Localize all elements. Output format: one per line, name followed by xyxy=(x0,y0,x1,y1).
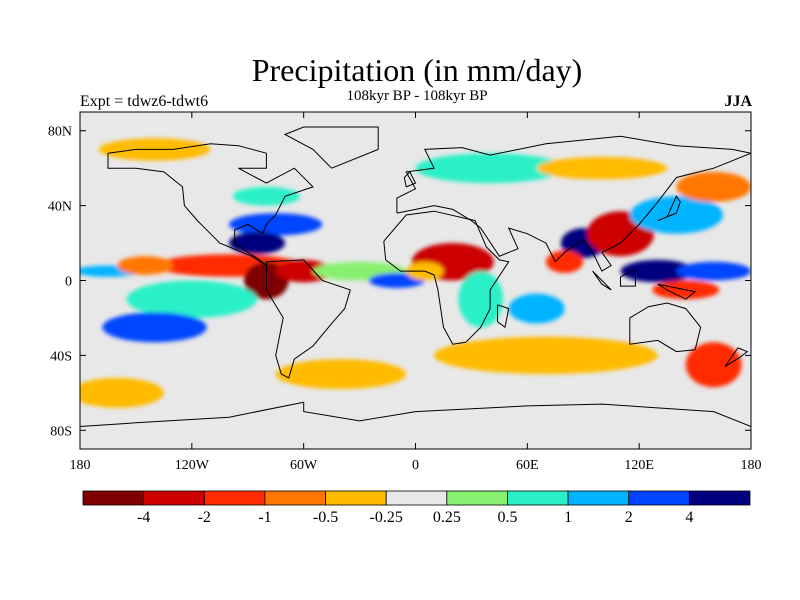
coastline xyxy=(592,270,612,291)
colorbar-swatch xyxy=(385,490,448,506)
y-tick-label: 80S xyxy=(50,424,72,439)
coastline xyxy=(265,259,351,379)
coastline xyxy=(396,135,751,272)
anomaly-region xyxy=(676,171,751,202)
colorbar-swatch xyxy=(203,490,266,506)
anomaly-region xyxy=(275,259,332,283)
coastline xyxy=(657,195,681,222)
coastline xyxy=(403,171,417,188)
colorbar-label: -1 xyxy=(258,509,271,526)
anomaly-region xyxy=(676,261,751,281)
x-tick-label: 0 xyxy=(412,458,419,473)
colorbar-label: -0.25 xyxy=(370,509,403,526)
colorbar-swatch xyxy=(507,490,569,506)
anomaly-region xyxy=(415,153,565,184)
anomaly-region xyxy=(458,271,504,328)
anomaly-region xyxy=(80,377,164,408)
anomaly-region xyxy=(545,250,584,274)
anomaly-region xyxy=(102,312,207,343)
chart-title: Precipitation (in mm/day) xyxy=(251,52,583,88)
anomaly-region xyxy=(232,186,300,206)
anomaly-region xyxy=(229,213,323,236)
colorbar-swatch xyxy=(143,490,205,506)
colorbar-swatch xyxy=(628,490,690,506)
colorbar-swatch xyxy=(688,490,751,506)
coastline xyxy=(107,143,314,266)
coastlines xyxy=(80,126,751,427)
colorbar-label: -4 xyxy=(137,509,150,526)
experiment-label: Expt = tdwz6-tdwt6 xyxy=(80,93,209,110)
x-tick-label: 120E xyxy=(624,458,654,473)
coastline xyxy=(283,126,379,169)
x-tick-label: 60E xyxy=(516,458,539,473)
colorbar-label: -0.5 xyxy=(313,509,338,526)
anomaly-region xyxy=(536,156,668,180)
coastline xyxy=(497,304,510,329)
colorbar-label: 1 xyxy=(564,509,572,526)
x-tick-label: 120W xyxy=(175,458,210,473)
colorbar-label: 4 xyxy=(685,509,693,526)
coastline xyxy=(629,302,702,353)
colorbar-label: 0.5 xyxy=(497,509,517,526)
x-tick-label: 180 xyxy=(741,458,762,473)
colorbar-label: 2 xyxy=(625,509,633,526)
anomaly-region xyxy=(275,359,407,390)
colorbar-label: -2 xyxy=(198,509,211,526)
y-tick-label: 40N xyxy=(48,200,72,215)
anomaly-region xyxy=(126,280,258,318)
colorbar-swatch xyxy=(82,490,145,506)
anomaly-region xyxy=(434,336,658,375)
coastline xyxy=(383,210,510,345)
x-tick-label: 60W xyxy=(290,458,318,473)
x-tick-label: 180 xyxy=(70,458,91,473)
anomaly-region xyxy=(117,256,174,275)
coastline xyxy=(657,283,697,300)
chart-subtitle: 108kyr BP - 108kyr BP xyxy=(346,88,488,104)
y-tick-label: 0 xyxy=(65,275,72,290)
colorbar-label: 0.25 xyxy=(433,509,461,526)
colorbar-swatch xyxy=(264,490,326,506)
season-label: JJA xyxy=(724,93,752,110)
colorbar-swatch xyxy=(567,490,630,506)
coastline xyxy=(80,401,751,427)
y-tick-label: 80N xyxy=(48,125,72,140)
anomaly-region xyxy=(629,196,724,234)
anomaly-region xyxy=(620,259,696,283)
coastline xyxy=(724,347,749,368)
coastline xyxy=(620,268,636,287)
anomaly-region xyxy=(508,293,565,324)
anomaly-region xyxy=(685,342,742,388)
colorbar-swatch xyxy=(446,490,508,506)
y-tick-label: 40S xyxy=(50,349,72,364)
colorbar-swatch xyxy=(325,490,387,506)
